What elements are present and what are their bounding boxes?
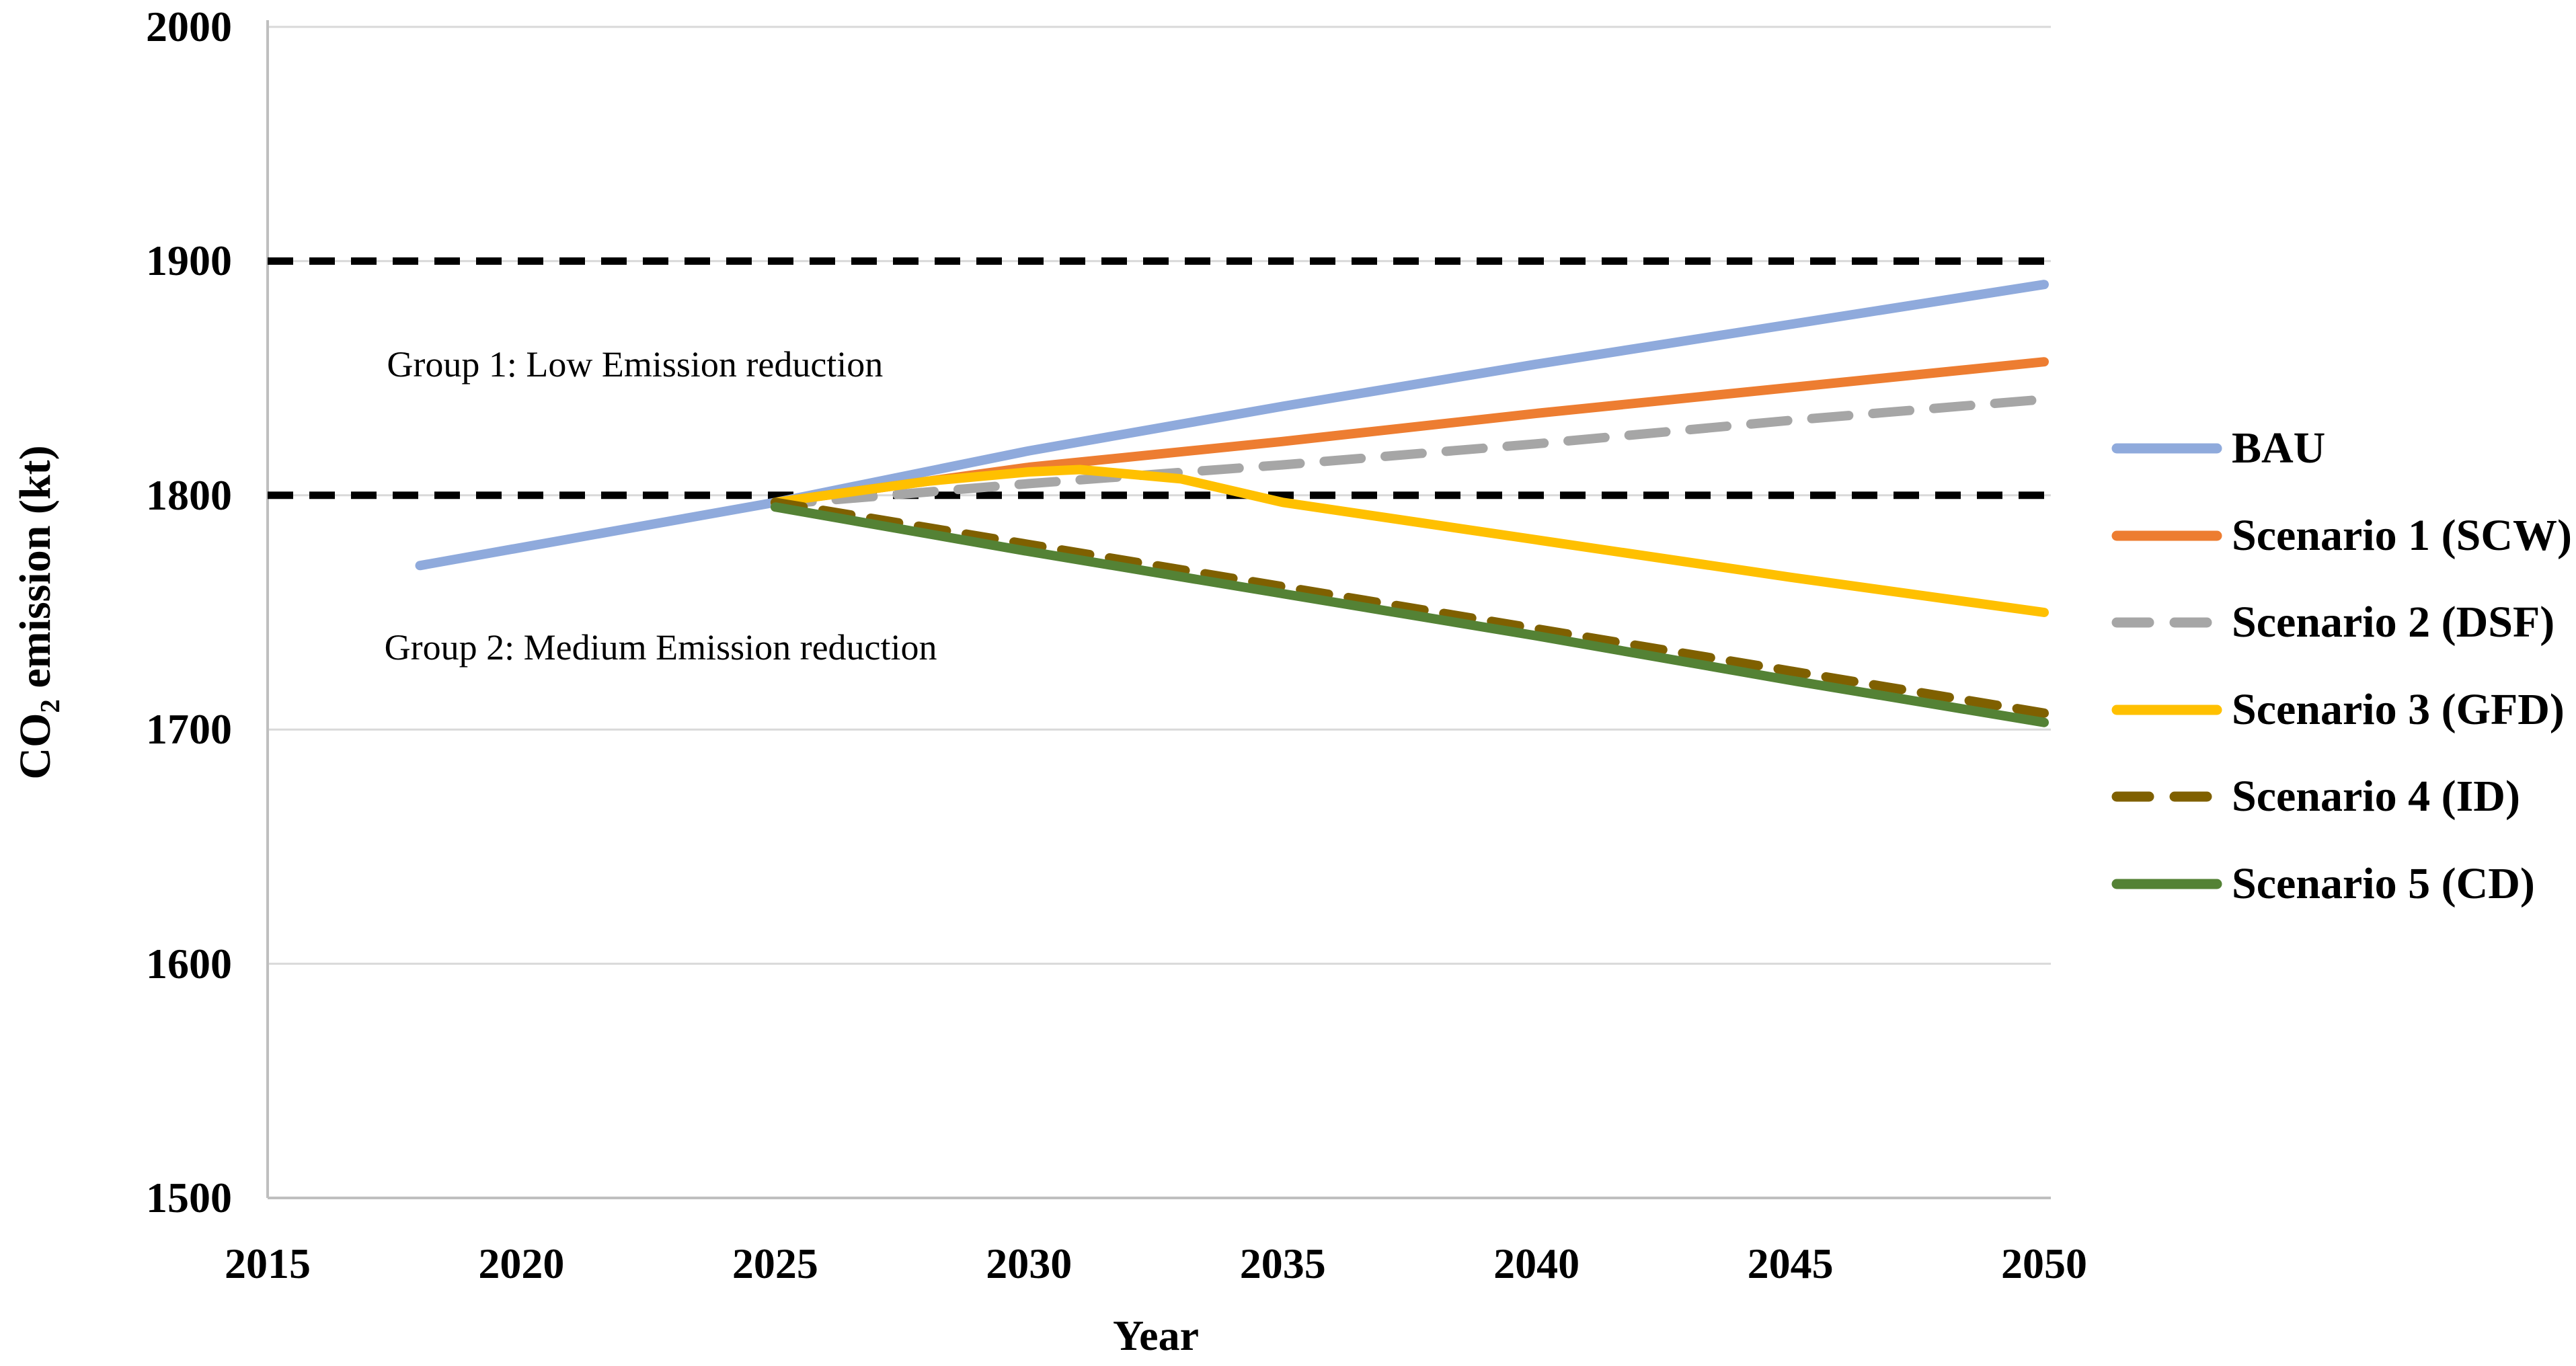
y-axis-title: CO2 emission (kt) — [10, 445, 66, 780]
legend-label-bau: BAU — [2232, 424, 2326, 473]
x-axis-title: Year — [1113, 1312, 1199, 1359]
legend-item-scenario1: Scenario 1 (SCW) — [2111, 506, 2572, 566]
x-tick-label-2050: 2050 — [2001, 1240, 2087, 1287]
series-line-scenario4 — [770, 497, 2049, 718]
y-tick-label-1600: 1600 — [146, 939, 232, 988]
x-tick-label-2040: 2040 — [1493, 1240, 1580, 1287]
series-line-scenario5 — [770, 502, 2049, 727]
legend-item-scenario5: Scenario 5 (CD) — [2111, 854, 2535, 914]
legend-swatch-scenario4 — [2111, 791, 2222, 802]
legend-swatch-scenario3 — [2111, 705, 2222, 715]
legend-item-scenario4: Scenario 4 (ID) — [2111, 766, 2520, 827]
group-2-label: Group 2: Medium Emission reduction — [384, 627, 937, 668]
legend-swatch-scenario2 — [2111, 617, 2222, 628]
legend-swatch-scenario5 — [2111, 879, 2222, 889]
x-tick-label-2020: 2020 — [478, 1240, 565, 1287]
group-1-label: Group 1: Low Emission reduction — [387, 344, 884, 385]
series-line-scenario2 — [770, 395, 2049, 510]
legend-label-scenario1: Scenario 1 (SCW) — [2232, 510, 2572, 560]
series-line-scenario3 — [770, 465, 2049, 617]
y-axis-title-suffix: emission (kt) — [10, 445, 60, 700]
legend-label-scenario3: Scenario 3 (GFD) — [2232, 684, 2565, 734]
y-axis-title-prefix: CO — [10, 713, 60, 780]
x-tick-label-2015: 2015 — [225, 1240, 311, 1287]
legend-swatch-scenario1 — [2111, 530, 2222, 540]
series-line-bau — [415, 280, 2049, 571]
y-tick-label-2000: 2000 — [146, 3, 232, 50]
legend-item-scenario2: Scenario 2 (DSF) — [2111, 592, 2554, 653]
x-tick-label-2045: 2045 — [1747, 1240, 1834, 1287]
y-tick-label-1800: 1800 — [146, 471, 232, 519]
y-tick-label-1900: 1900 — [146, 237, 232, 285]
legend-label-scenario5: Scenario 5 (CD) — [2232, 858, 2535, 908]
legend-swatch-bau — [2111, 443, 2222, 454]
legend-label-scenario4: Scenario 4 (ID) — [2232, 772, 2520, 821]
y-tick-label-1500: 1500 — [146, 1174, 232, 1221]
x-tick-label-2030: 2030 — [986, 1240, 1072, 1287]
y-tick-label-1700: 1700 — [146, 705, 232, 754]
x-tick-label-2035: 2035 — [1239, 1240, 1326, 1287]
legend-item-scenario3: Scenario 3 (GFD) — [2111, 680, 2565, 740]
x-tick-label-2025: 2025 — [732, 1240, 818, 1287]
legend-label-scenario2: Scenario 2 (DSF) — [2232, 598, 2555, 647]
legend-item-bau: BAU — [2111, 418, 2325, 479]
y-axis-title-subscript: 2 — [35, 699, 66, 713]
